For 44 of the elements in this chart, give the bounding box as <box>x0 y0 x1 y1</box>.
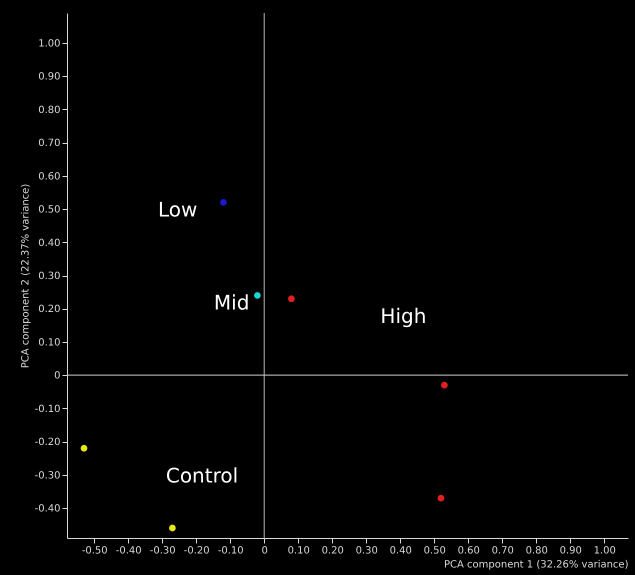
series-label: Control <box>166 463 238 488</box>
y-tick-label: -0.20 <box>34 437 60 448</box>
point <box>441 382 448 388</box>
x-tick-label: -0.50 <box>82 546 108 556</box>
series-label: Mid <box>214 290 250 314</box>
y-tick-label: 0.60 <box>38 171 60 182</box>
x-tick-label: 0 <box>262 546 268 556</box>
y-tick-label: 0.70 <box>38 138 60 150</box>
y-tick-label: 0.40 <box>38 238 60 249</box>
x-tick-label: 0.10 <box>288 546 310 556</box>
x-tick-label: 0.90 <box>560 546 582 556</box>
x-tick-label: -0.30 <box>150 546 176 556</box>
y-tick-label: 0.30 <box>38 271 60 282</box>
y-tick-label: -0.10 <box>34 404 60 415</box>
series-label: Low <box>158 197 198 222</box>
y-tick-label: 0.10 <box>38 337 60 348</box>
y-tick-label: 1.00 <box>38 38 60 50</box>
point <box>80 444 88 452</box>
x-axis-title: PCA component 1 (32.26% variance) <box>444 560 629 570</box>
y-tick-label: 0 <box>54 370 60 382</box>
x-tick-label: -0.40 <box>116 546 142 556</box>
point <box>220 199 227 206</box>
x-tick-label: -0.20 <box>184 546 210 556</box>
y-tick-label: -0.30 <box>34 470 60 482</box>
x-tick-label: 0.20 <box>322 546 344 556</box>
point <box>438 494 444 502</box>
y-axis-title: PCA component 2 (22.37% variance) <box>20 184 32 368</box>
x-tick-label: 0.80 <box>526 546 548 556</box>
y-tick-label: 0.90 <box>38 72 60 83</box>
x-tick-label: 0.30 <box>356 546 378 556</box>
x-tick-label: 0.40 <box>390 546 412 556</box>
x-tick-label: -0.10 <box>218 546 244 556</box>
point <box>254 292 261 299</box>
point <box>169 524 176 532</box>
y-tick-label: 0.20 <box>38 304 60 316</box>
point <box>288 295 295 302</box>
y-tick-label: 0.50 <box>38 204 60 216</box>
text: High <box>380 304 426 328</box>
y-tick-label: 0.80 <box>38 104 60 116</box>
x-tick-label: 0.70 <box>492 546 514 556</box>
x-tick-label: 0.60 <box>458 546 480 556</box>
x-tick-label: 0.50 <box>424 546 446 556</box>
y-tick-label: -0.40 <box>34 504 60 515</box>
x-tick-label: 1.00 <box>594 546 616 556</box>
